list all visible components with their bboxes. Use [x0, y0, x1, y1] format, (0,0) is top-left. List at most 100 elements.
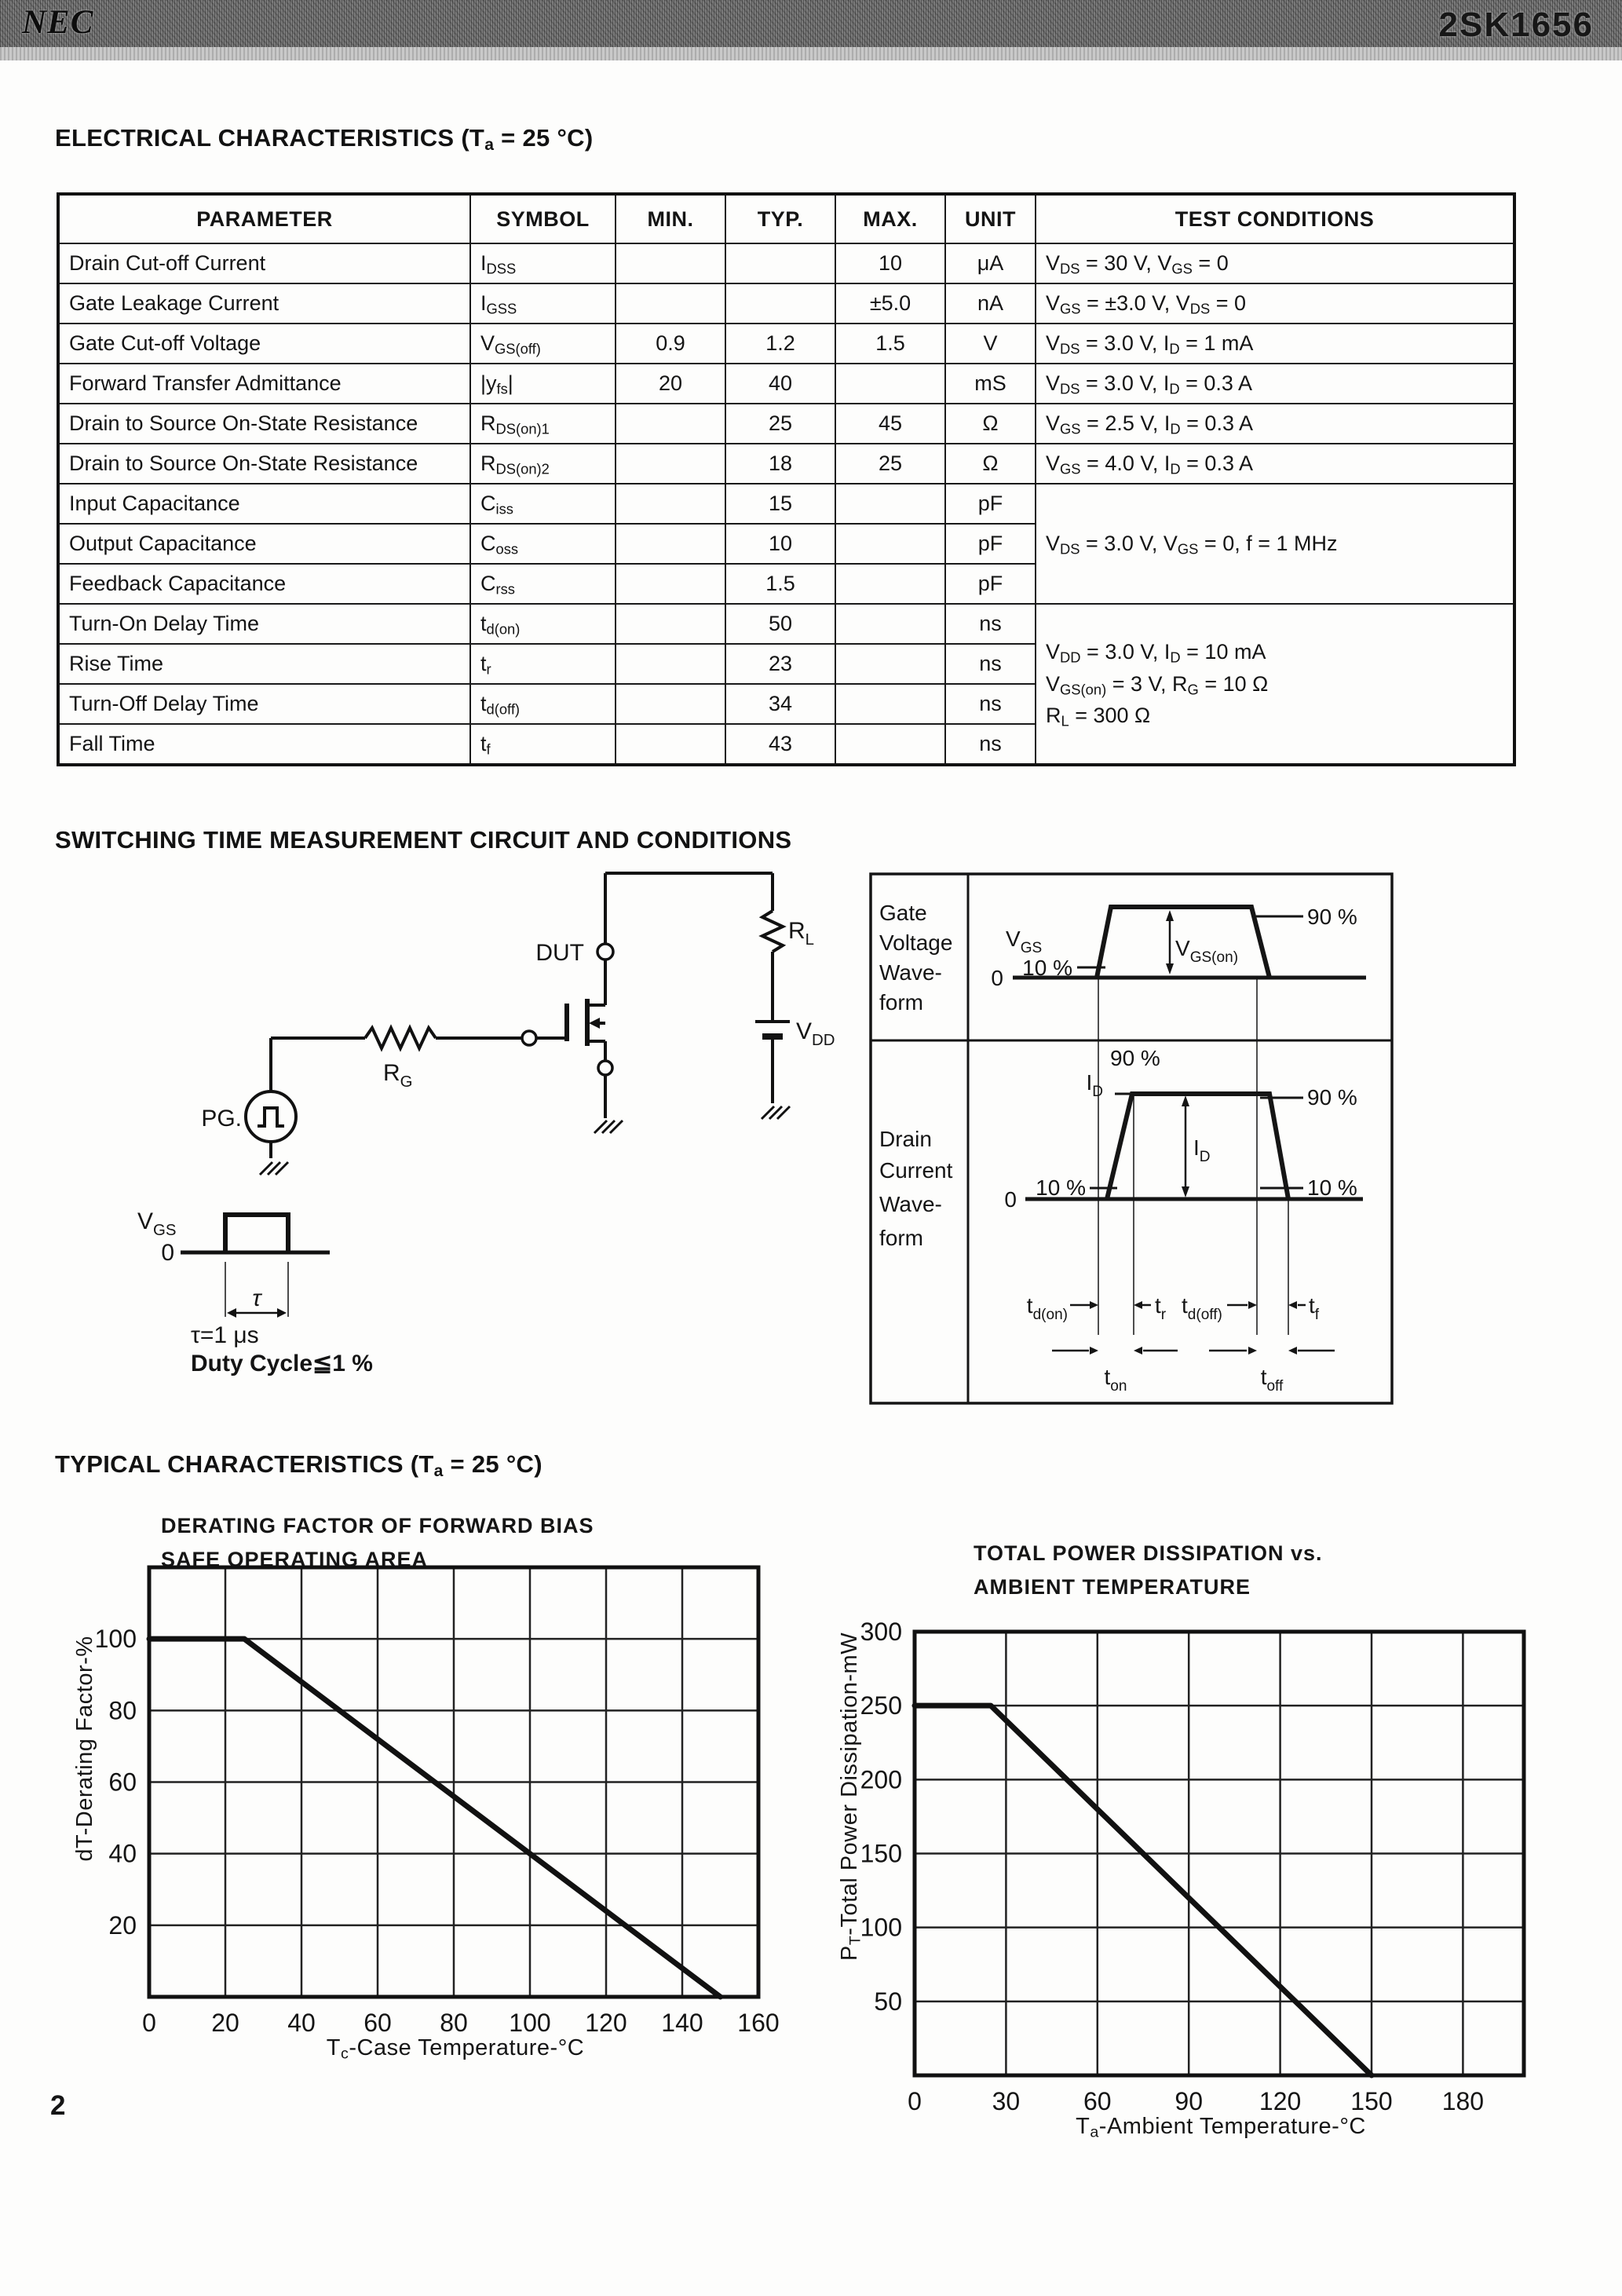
cell-max [835, 563, 946, 605]
col-symbol: SYMBOL [469, 193, 616, 244]
vdd-label: VDD [796, 1018, 835, 1049]
dut-label: DUT [535, 940, 584, 966]
drain-90pct-left-label: 90 % [1110, 1046, 1160, 1070]
rl-label: RL [788, 918, 814, 949]
x-tick-label: 180 [1442, 2087, 1484, 2115]
tr-label: tr [1155, 1293, 1167, 1323]
tf-label: tf [1309, 1293, 1320, 1323]
cell-conditions: VDS = 30 V, VGS = 0 [1035, 243, 1515, 284]
cell-parameter: Input Capacitance [57, 483, 471, 525]
cell-unit: ns [944, 603, 1036, 645]
cell-symbol: Coss [469, 523, 616, 565]
cell-symbol: IDSS [469, 243, 616, 284]
x-tick-label: 120 [1259, 2087, 1301, 2115]
cell-conditions: VDS = 3.0 V, VGS = 0, f = 1 MHz [1035, 483, 1515, 605]
derating-chart: 0 20 40 60 80 100 120 140 160 20 40 60 80 100 [95, 1565, 780, 2037]
chart-title-line: AMBIENT TEMPERATURE [974, 1575, 1251, 1599]
x-tick-label: 160 [737, 2009, 779, 2037]
data-line-total-power-dissipation [911, 1702, 1375, 2078]
ground-icon [760, 1105, 791, 1121]
cell-typ: 40 [725, 363, 836, 404]
gate-row-label: Voltage [879, 930, 952, 955]
y-tick-label: 80 [108, 1696, 137, 1724]
tf-arrowhead [1288, 1301, 1297, 1309]
cell-typ [725, 283, 836, 324]
drain-10pct-right-label: 10 % [1307, 1175, 1357, 1200]
table-row: Output Capacitance Coss 10 pF [57, 523, 1514, 565]
cell-symbol: RDS(on)1 [469, 403, 616, 444]
cell-max: 25 [835, 443, 946, 484]
cell-min [615, 643, 726, 685]
drain-row-label: Wave- [879, 1192, 942, 1216]
cell-typ: 23 [725, 643, 836, 685]
y-tick-label: 150 [860, 1840, 902, 1868]
header-band-shadow [0, 47, 1622, 60]
cell-parameter: Rise Time [57, 643, 471, 685]
drain-row-label: Drain [879, 1127, 932, 1151]
cell-parameter: Drain to Source On-State Resistance [57, 443, 471, 484]
cell-max [835, 683, 946, 725]
cell-symbol: Crss [469, 563, 616, 605]
cell-typ: 1.5 [725, 563, 836, 605]
cell-symbol: tr [469, 643, 616, 685]
ground-icon [593, 1119, 624, 1135]
cell-symbol: Ciss [469, 483, 616, 525]
table-row: Gate Leakage Current IGSS ±5.0 nA VGS = ±3.0… [57, 283, 1515, 324]
cell-max: 10 [835, 243, 946, 284]
id-axis-label: ID [1086, 1070, 1103, 1100]
plot-frame [147, 1565, 761, 1999]
rg-label: RG [383, 1060, 413, 1091]
cell-typ: 50 [725, 603, 836, 645]
y-tick-label: 300 [860, 1618, 902, 1646]
cell-max [835, 523, 946, 565]
cell-min: 0.9 [615, 323, 726, 364]
col-typ: TYP. [725, 193, 836, 244]
cell-unit: nA [944, 283, 1036, 324]
tau-label: τ [252, 1285, 262, 1311]
cell-typ: 34 [725, 683, 836, 725]
table-row: Drain Cut-off Current IDSS 10 μA VDS = 30 V,… [57, 243, 1515, 284]
cell-unit: ns [944, 683, 1036, 725]
col-max: MAX. [835, 193, 946, 244]
vgs-label: VGS [1006, 927, 1042, 956]
x-tick-label: 120 [585, 2009, 627, 2037]
cell-max: ±5.0 [835, 283, 946, 324]
y-tick-label: 100 [95, 1625, 137, 1653]
cell-typ: 25 [725, 403, 836, 444]
cell-parameter: Forward Transfer Admittance [57, 363, 471, 404]
cell-symbol: td(off) [469, 683, 616, 725]
y-tick-label: 200 [860, 1765, 902, 1793]
plot-frame [912, 1629, 1526, 2078]
cell-max: 45 [835, 403, 946, 444]
table-row: Rise Time tr 23 ns [57, 643, 1514, 685]
cell-typ: 10 [725, 523, 836, 565]
col-parameter: PARAMETER [57, 193, 471, 244]
cell-conditions: VGS = 2.5 V, ID = 0.3 A [1035, 403, 1515, 444]
x-tick-label: 0 [908, 2087, 922, 2115]
drain-row-label: form [879, 1226, 923, 1250]
col-min: MIN. [615, 193, 726, 244]
cell-min [615, 603, 726, 645]
y-tick-label: 60 [108, 1768, 137, 1797]
waveform-outer-border [869, 872, 1394, 1405]
cell-max [835, 643, 946, 685]
gate-pulse [1094, 905, 1272, 978]
x-tick-label: 150 [1350, 2087, 1392, 2115]
gate-zero-label: 0 [991, 966, 1003, 990]
drain-pulse [1105, 1091, 1291, 1200]
cell-unit: pF [944, 523, 1036, 565]
x-tick-label: 90 [1174, 2087, 1203, 2115]
chart-title-line: TOTAL POWER DISSIPATION vs. [974, 1541, 1323, 1565]
cell-unit: V [944, 323, 1036, 364]
id-down-arrowhead [1182, 1186, 1189, 1197]
cell-unit: mS [944, 363, 1036, 404]
td-on-label: td(on) [1027, 1293, 1068, 1323]
drain-row-label: Current [879, 1158, 953, 1183]
cell-min [615, 683, 726, 725]
derating-x-axis-label: Tc-Case Temperature-°C [326, 2035, 585, 2063]
table-row: Feedback Capacitance Crss 1.5 pF [57, 563, 1514, 605]
cell-conditions: VDS = 3.0 V, ID = 1 mA [1035, 323, 1515, 364]
cell-symbol: td(on) [469, 603, 616, 645]
cell-min [615, 563, 726, 605]
cell-min [615, 283, 726, 324]
